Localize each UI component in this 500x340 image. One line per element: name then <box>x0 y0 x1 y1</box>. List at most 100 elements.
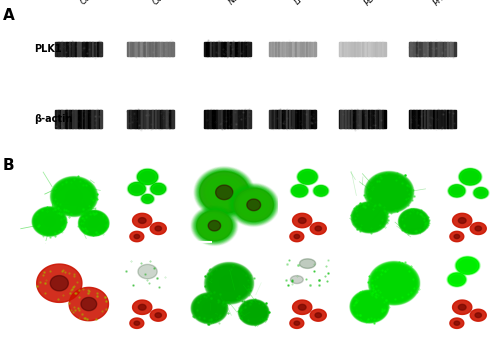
Bar <box>352 110 354 128</box>
Polygon shape <box>194 295 225 321</box>
Bar <box>154 110 156 128</box>
Bar <box>142 41 144 56</box>
Polygon shape <box>230 185 277 224</box>
Bar <box>236 41 238 56</box>
Bar <box>434 110 436 128</box>
Bar <box>353 110 355 128</box>
Bar <box>296 110 298 128</box>
Bar <box>384 41 386 56</box>
Bar <box>372 41 374 56</box>
Polygon shape <box>290 231 304 242</box>
Bar <box>344 110 345 128</box>
Bar <box>434 41 436 56</box>
Polygon shape <box>128 182 146 196</box>
Polygon shape <box>314 186 328 196</box>
Polygon shape <box>290 276 304 284</box>
Bar <box>149 41 151 56</box>
Bar <box>303 41 305 56</box>
Bar <box>424 110 426 128</box>
Polygon shape <box>290 318 304 328</box>
Bar <box>226 110 228 128</box>
Bar <box>158 110 160 128</box>
Bar <box>152 110 154 128</box>
Polygon shape <box>196 211 232 241</box>
Polygon shape <box>314 185 328 197</box>
Bar <box>442 41 444 56</box>
Bar <box>57 110 59 128</box>
Bar <box>82 41 84 56</box>
Polygon shape <box>204 217 225 235</box>
Polygon shape <box>55 180 94 213</box>
Polygon shape <box>241 301 266 323</box>
Polygon shape <box>292 185 307 196</box>
Polygon shape <box>140 193 155 204</box>
Polygon shape <box>234 188 274 221</box>
Polygon shape <box>232 186 276 224</box>
Polygon shape <box>448 273 466 287</box>
Polygon shape <box>132 300 152 314</box>
Polygon shape <box>192 293 228 324</box>
Bar <box>129 110 131 128</box>
Polygon shape <box>150 183 166 195</box>
Bar <box>442 110 444 128</box>
Bar <box>436 41 438 56</box>
Bar <box>339 110 341 128</box>
Polygon shape <box>127 182 146 196</box>
Bar <box>297 41 299 56</box>
Bar <box>62 41 64 56</box>
Polygon shape <box>210 180 239 205</box>
Polygon shape <box>454 235 460 239</box>
Bar <box>294 110 296 128</box>
Bar <box>370 41 372 56</box>
Bar <box>163 110 165 128</box>
Polygon shape <box>240 193 268 217</box>
Polygon shape <box>458 168 482 186</box>
Polygon shape <box>234 188 274 221</box>
Polygon shape <box>240 301 267 324</box>
Polygon shape <box>448 184 466 198</box>
Bar <box>306 41 308 56</box>
Bar <box>166 41 168 56</box>
Bar <box>378 110 380 128</box>
Polygon shape <box>292 185 308 197</box>
Polygon shape <box>210 268 248 299</box>
Polygon shape <box>290 184 309 198</box>
Polygon shape <box>196 210 233 241</box>
Polygon shape <box>400 210 427 233</box>
Polygon shape <box>352 202 387 232</box>
Bar <box>429 41 431 56</box>
Polygon shape <box>43 216 56 227</box>
Polygon shape <box>150 309 166 321</box>
Polygon shape <box>202 215 226 236</box>
Bar <box>362 41 364 56</box>
Bar <box>367 110 369 128</box>
Polygon shape <box>196 168 253 217</box>
Polygon shape <box>475 188 487 197</box>
Polygon shape <box>192 293 227 323</box>
Bar <box>229 41 231 56</box>
Bar <box>228 110 230 128</box>
Polygon shape <box>130 318 144 328</box>
Bar <box>162 110 164 128</box>
Polygon shape <box>81 212 106 234</box>
Bar <box>269 41 271 56</box>
Bar <box>215 41 217 56</box>
Polygon shape <box>292 185 307 197</box>
Bar <box>232 41 234 56</box>
Polygon shape <box>400 209 428 234</box>
Bar <box>272 110 274 128</box>
Bar <box>160 41 162 56</box>
Polygon shape <box>238 191 270 219</box>
Bar <box>96 110 98 128</box>
Bar <box>374 41 376 56</box>
Bar <box>206 41 208 56</box>
Polygon shape <box>373 266 415 301</box>
Polygon shape <box>448 273 466 286</box>
Bar <box>98 41 100 56</box>
Bar <box>286 110 288 128</box>
Polygon shape <box>53 179 95 214</box>
Polygon shape <box>314 186 328 196</box>
Bar <box>353 41 355 56</box>
Polygon shape <box>81 212 106 234</box>
Bar <box>298 41 300 56</box>
